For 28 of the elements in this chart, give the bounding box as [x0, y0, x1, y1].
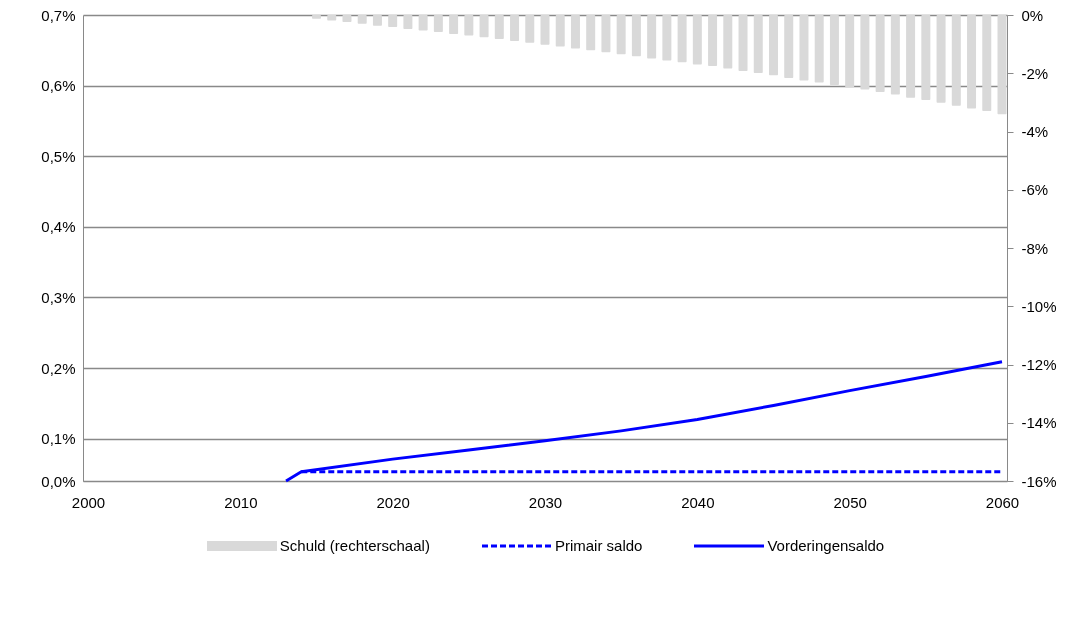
y-tick-label: 0,5% [41, 147, 76, 165]
y-tick-label: 0,0% [41, 472, 76, 490]
x-tick-label: 2060 [985, 493, 1020, 511]
x-tick-label: 2050 [833, 493, 867, 511]
y-tick-label: 0,6% [41, 77, 76, 95]
y-tick-label: 0,7% [41, 6, 76, 24]
y-tick-label: 0,1% [41, 430, 76, 448]
x-tick-label: 2000 [71, 493, 106, 511]
y2-tick-label: 0% [1021, 6, 1044, 24]
legend-label: Vorderingensaldo [767, 537, 885, 554]
x-tick-label: 2040 [681, 493, 715, 511]
y2-tick-label: -8% [1021, 239, 1049, 257]
y2-tick-label: -14% [1021, 414, 1057, 432]
y2-tick-label: -16% [1021, 472, 1057, 490]
y2-tick-label: -10% [1021, 297, 1057, 315]
y2-tick-label: -2% [1021, 64, 1049, 82]
line-series [284, 360, 1004, 483]
y-tick-label: 0,2% [41, 359, 76, 377]
x-tick-label: 2030 [528, 493, 563, 511]
y2-tick-label: -6% [1021, 181, 1049, 199]
legend-label: Schuld (rechterschaal) [279, 537, 430, 554]
x-tick-label: 2020 [376, 493, 410, 511]
x-tick-label: 2010 [224, 493, 258, 511]
y-tick-label: 0,3% [41, 288, 76, 306]
legend-label: Primair saldo [554, 537, 643, 554]
y2-tick-label: -12% [1021, 356, 1057, 373]
y-tick-label: 0,4% [41, 218, 76, 236]
y2-tick-label: -4% [1021, 123, 1049, 140]
